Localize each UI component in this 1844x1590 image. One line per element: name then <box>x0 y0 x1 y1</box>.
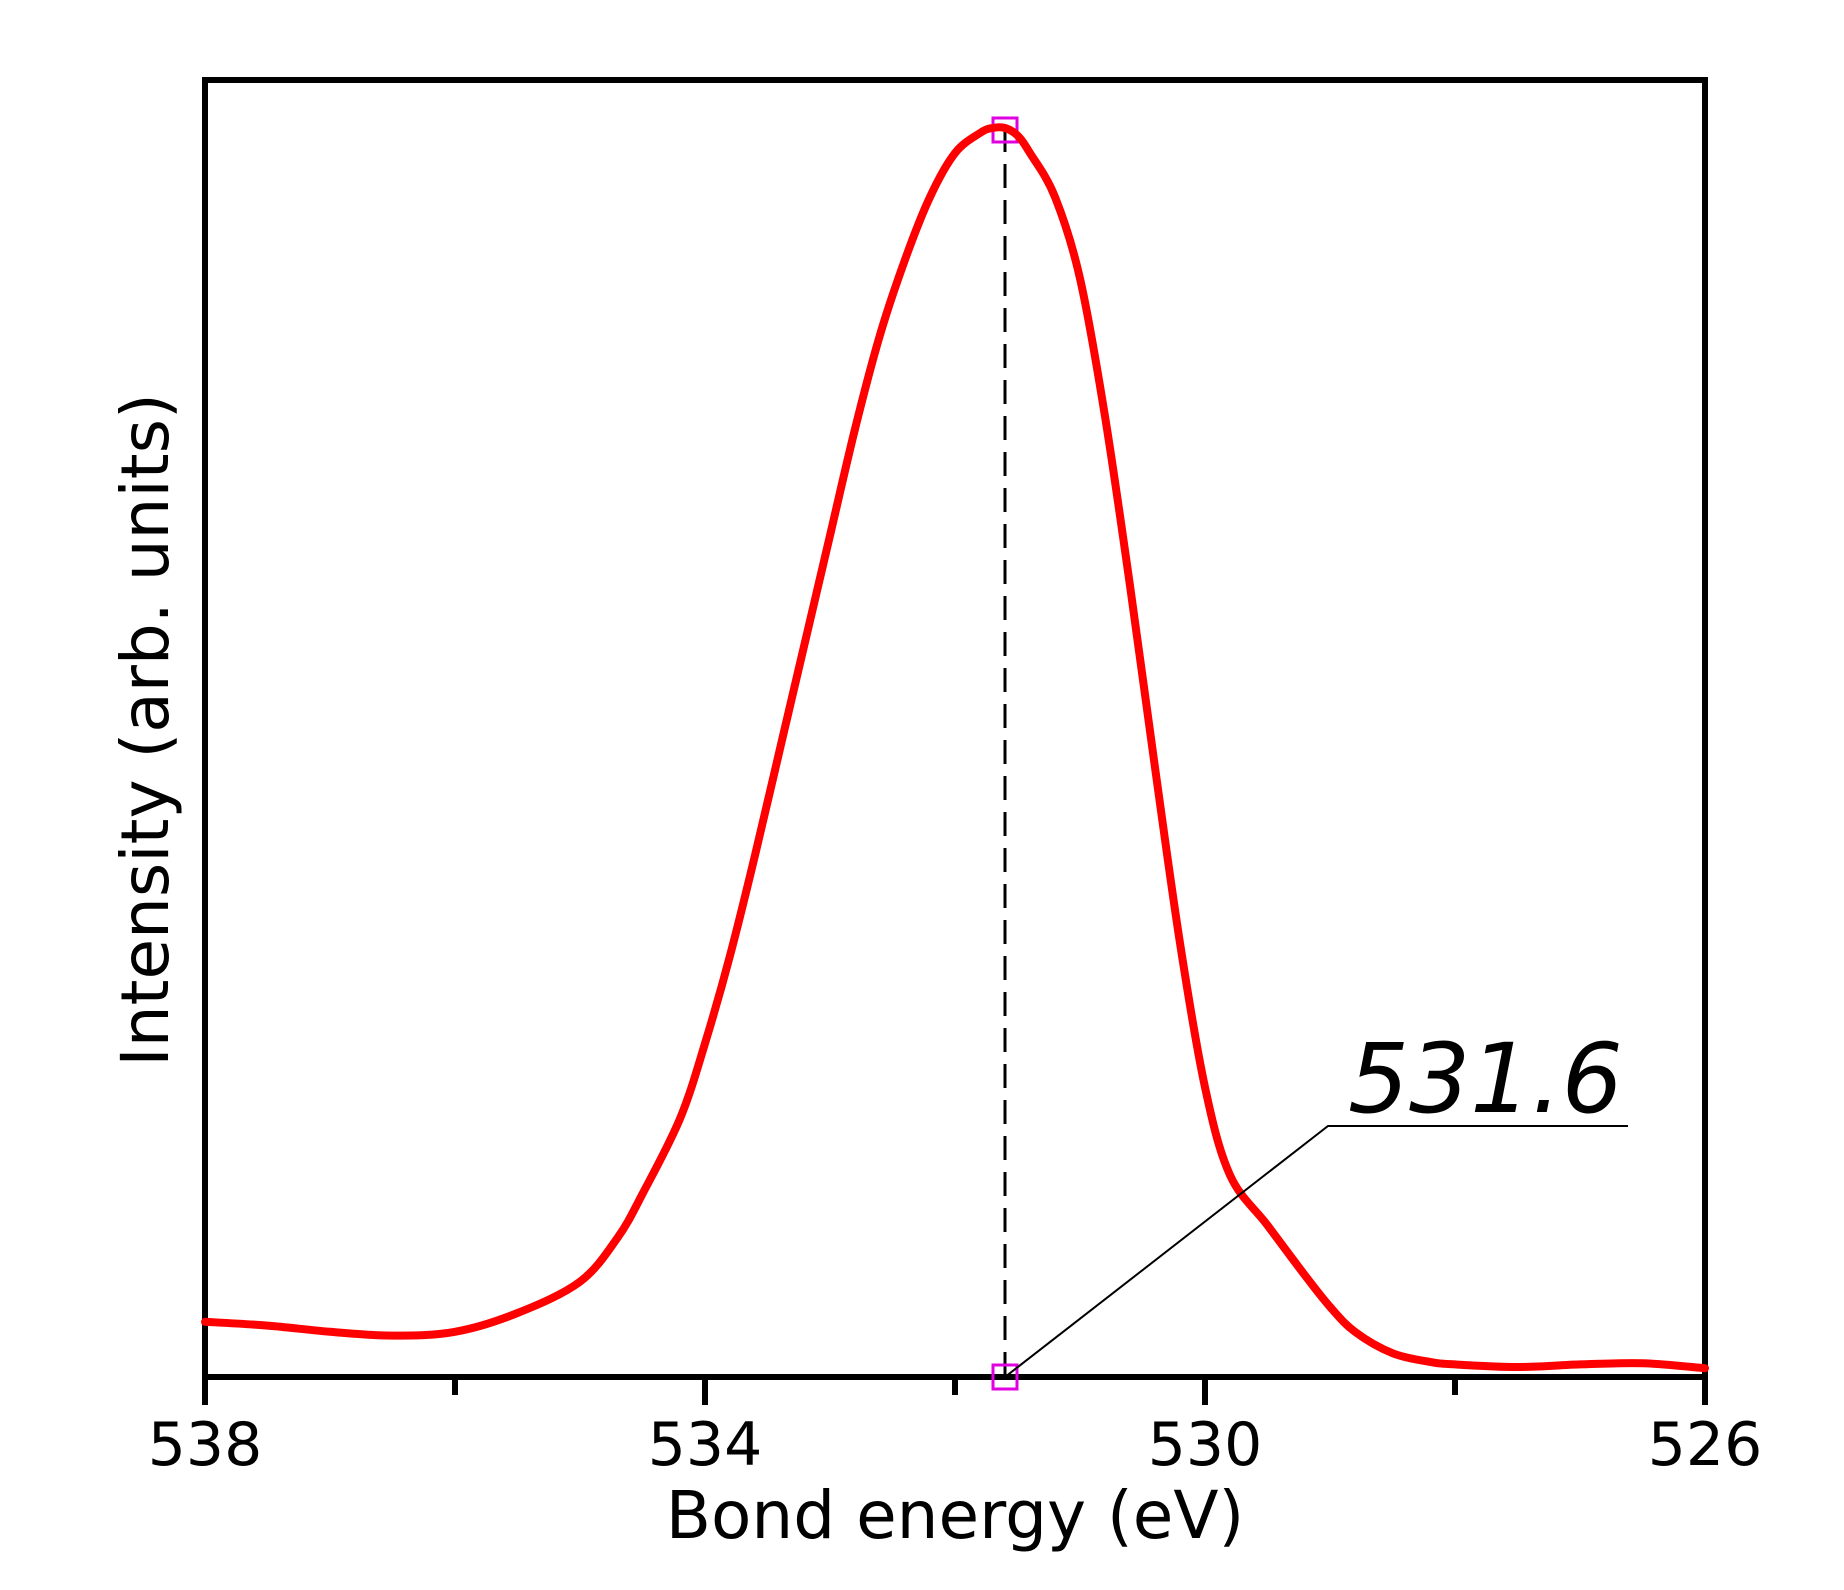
annotation-leader-line <box>1004 1125 1628 1378</box>
plot-frame <box>202 77 1708 1380</box>
y-axis-title: Intensity (arb. units) <box>107 393 184 1066</box>
x-tick-label: 530 <box>1148 1410 1263 1480</box>
x-tick-label: 534 <box>648 1410 763 1480</box>
x-axis-tick-labels: 538 534 530 526 <box>148 1410 1763 1480</box>
peak-value-annotation: 531.6 <box>1348 1023 1623 1135</box>
x-tick-label: 526 <box>1648 1410 1763 1480</box>
peak-base-marker <box>991 1363 1019 1391</box>
x-axis-ticks <box>202 1377 1708 1405</box>
x-tick-label: 538 <box>148 1410 263 1480</box>
series-line-o1s <box>201 123 1709 1373</box>
x-axis-title: Bond energy (eV) <box>666 1477 1245 1554</box>
